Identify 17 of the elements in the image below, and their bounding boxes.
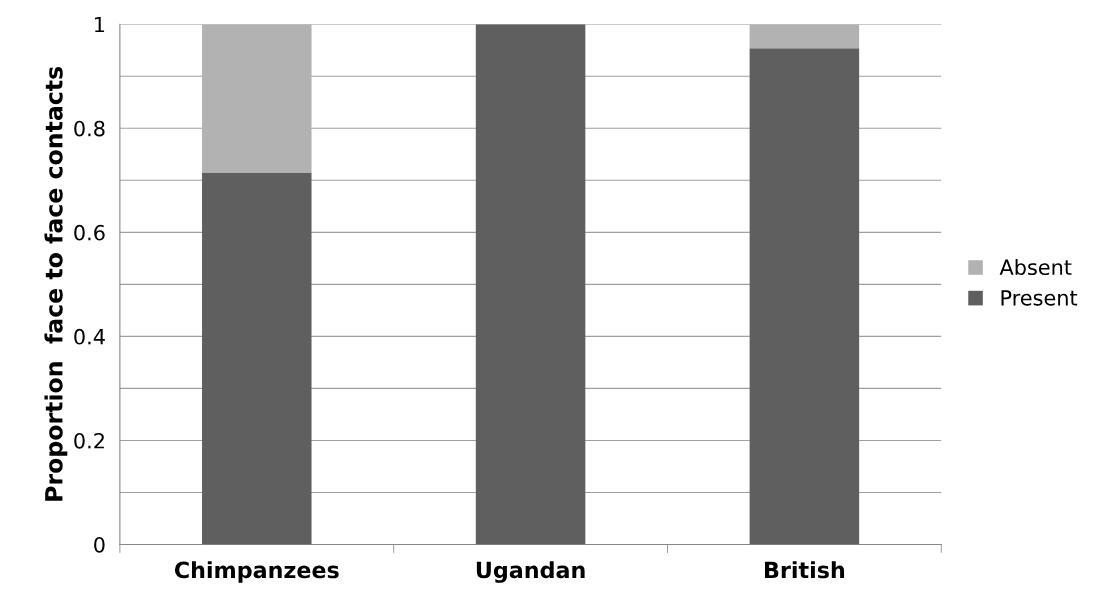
legend-label: Absent <box>999 258 1072 276</box>
y-tick-label: 0.2 <box>74 432 104 449</box>
bar <box>475 24 586 545</box>
y-tick-label: 0 <box>94 536 105 553</box>
bar <box>749 48 860 545</box>
y-tick-label: 0.4 <box>74 328 105 345</box>
bar <box>749 24 860 49</box>
x-tick-label: British <box>765 561 845 579</box>
y-tick-label: 0.6 <box>74 224 105 241</box>
y-tick-label: 1 <box>95 16 105 33</box>
x-tick-label: Chimpanzees <box>174 561 339 583</box>
bar <box>202 24 312 173</box>
x-tick-label: Ugandan <box>476 561 585 583</box>
y-tick-label: 0.8 <box>74 120 105 137</box>
bar <box>202 172 312 545</box>
y-axis-title: Proportion face to face contacts <box>44 66 68 501</box>
legend-label: Present <box>1001 290 1078 306</box>
